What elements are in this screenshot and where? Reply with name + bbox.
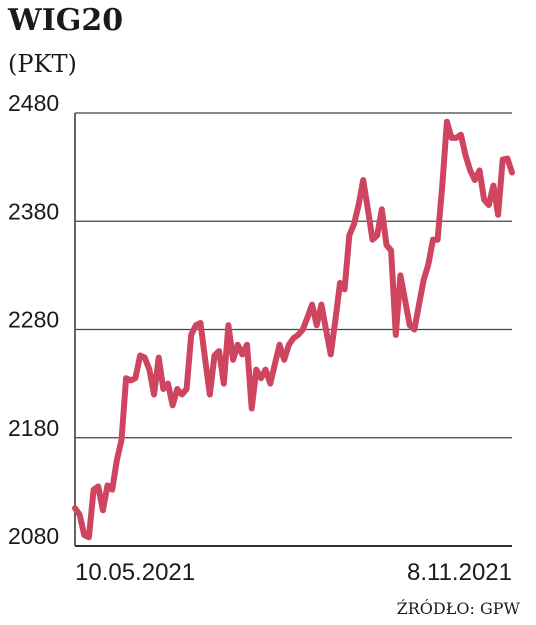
chart-subtitle: (PKT) [8, 50, 77, 78]
y-tick-label: 2380 [8, 198, 59, 224]
chart-title: WIG20 [7, 3, 123, 38]
x-tick-label: 8.11.2021 [407, 559, 512, 586]
x-tick-label: 10.05.2021 [75, 559, 195, 586]
data-line [72, 118, 515, 541]
y-tick-label: 2280 [8, 307, 59, 333]
y-tick-label: 2480 [8, 90, 59, 116]
y-tick-label: 2080 [8, 523, 59, 549]
y-tick-label: 2180 [8, 415, 59, 441]
source: ŹRÓDŁO: GPW [397, 598, 521, 618]
